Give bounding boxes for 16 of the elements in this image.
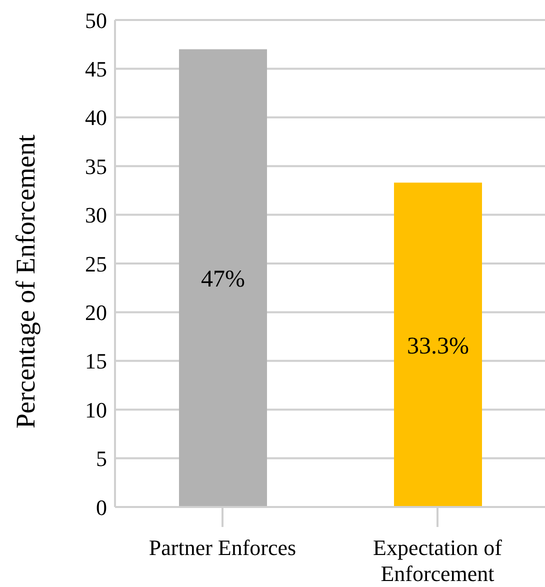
y-tick-label: 0 bbox=[96, 494, 107, 520]
x-tick-label: Expectation of Enforcement bbox=[373, 535, 503, 586]
x-tick-label: Partner Enforces bbox=[148, 535, 296, 560]
y-tick-label: 15 bbox=[85, 348, 107, 374]
y-tick-label: 45 bbox=[85, 56, 107, 82]
y-tick-label: 20 bbox=[85, 300, 107, 326]
data-label: 47% bbox=[201, 266, 245, 293]
y-tick-label: 30 bbox=[85, 202, 107, 228]
data-label: 33.3% bbox=[407, 333, 469, 360]
y-tick-label: 50 bbox=[85, 8, 107, 33]
y-tick-label: 35 bbox=[85, 154, 107, 179]
y-tick-label: 5 bbox=[96, 446, 107, 472]
y-tick-label: 10 bbox=[85, 397, 107, 422]
y-tick-label: 25 bbox=[85, 251, 107, 276]
y-tick-label: 40 bbox=[85, 105, 107, 130]
y-axis-title: Percentage of Enforcement bbox=[10, 134, 41, 428]
